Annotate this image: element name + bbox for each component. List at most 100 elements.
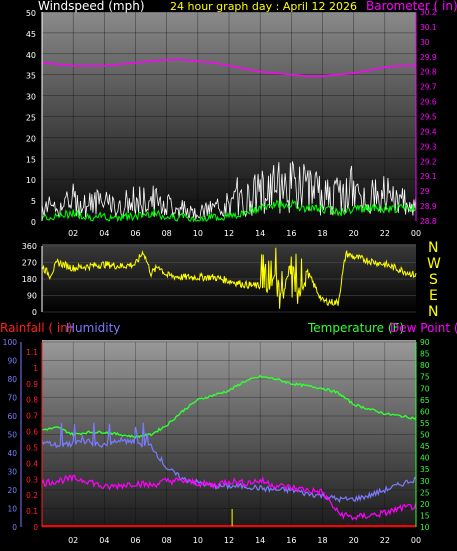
x-tick-label: 10 [193, 229, 203, 238]
left-tick-label: 20 [26, 134, 36, 143]
humidity-tick-label: 10 [7, 505, 17, 514]
temp-tick-label: 50 [420, 431, 430, 440]
temp-tick-label: 10 [420, 523, 430, 532]
right-tick-label: 30.2 [420, 8, 437, 17]
compass-w: W [427, 256, 441, 272]
p3-x-tick-label: 02 [68, 536, 78, 545]
panel2-plot-area [42, 244, 416, 313]
rain-tick-label: 0.7 [26, 412, 38, 421]
temp-tick-label: 45 [420, 442, 430, 451]
rain-tick-label: 0.2 [26, 491, 38, 500]
dew-point-line [41, 474, 417, 521]
humidity-tick-label: 50 [7, 431, 17, 440]
wind-direction-line [41, 247, 417, 309]
p3-x-tick-label: 04 [99, 536, 109, 545]
temp-tick-label: 65 [420, 396, 430, 405]
temp-tick-label: 90 [420, 338, 430, 347]
right-tick-label: 29.7 [420, 83, 437, 92]
windspeed-label: Windspeed (mph) [38, 0, 145, 13]
rain-tick-label: 0.3 [26, 475, 38, 484]
compass-n-top: N [428, 240, 438, 256]
right-tick-label: 30.1 [420, 23, 437, 32]
humidity-tick-label: 90 [7, 357, 17, 366]
right-tick-label: 29.3 [420, 142, 437, 151]
x-tick-label: 20 [349, 229, 359, 238]
p3-x-tick-label: 20 [349, 536, 359, 545]
right-tick-label: 29 [420, 187, 430, 196]
humidity-tick-label: 0 [12, 523, 17, 532]
barometer-label: Barometer ( in) [366, 0, 457, 13]
x-tick-label: 22 [380, 229, 390, 238]
dir-tick-label: 360 [22, 242, 37, 251]
humidity-tick-label: 100 [3, 338, 18, 347]
temp-tick-label: 55 [420, 419, 430, 428]
left-tick-label: 50 [26, 9, 36, 18]
dir-tick-label: 180 [22, 275, 37, 284]
left-tick-label: 10 [26, 176, 36, 185]
rain-tick-label: 0.4 [26, 459, 38, 468]
panel2-chart: 0 90 180 270 360 [22, 242, 417, 317]
x-tick-label: 00 [411, 229, 421, 238]
compass-e: E [429, 288, 438, 304]
left-tick-label: 25 [26, 114, 36, 123]
left-tick-label: 35 [26, 72, 36, 81]
humidity-tick-label: 40 [7, 449, 17, 458]
temp-tick-label: 75 [420, 373, 430, 382]
rain-tick-label: 1 [33, 364, 38, 373]
rain-tick-label: 0.5 [26, 443, 38, 452]
x-tick-label: 04 [99, 229, 109, 238]
p3-x-tick-label: 06 [130, 536, 140, 545]
right-tick-label: 29.5 [420, 113, 437, 122]
temperature-label: Temperature (F) [307, 321, 404, 335]
rain-tick-label: 1.1 [26, 348, 38, 357]
left-tick-label: 15 [26, 155, 36, 164]
dir-tick-label: 0 [32, 308, 37, 317]
x-tick-label: 16 [286, 229, 296, 238]
p3-x-tick-label: 22 [380, 536, 390, 545]
right-tick-label: 29.6 [420, 98, 437, 107]
dew-point-label: Dew Point (F) [390, 321, 457, 335]
right-tick-label: 28.9 [420, 202, 437, 211]
left-tick-label: 5 [31, 197, 36, 206]
panel1-chart: 0 5 10 15 20 25 30 35 40 45 50 28.8 28.9 29 29.1 29.2 29… [26, 8, 437, 238]
right-tick-label: 30 [420, 38, 430, 47]
compass-s: S [429, 272, 438, 288]
rainfall-label: Rainfall ( in) [0, 321, 73, 335]
dir-tick-label: 270 [22, 259, 37, 268]
p3-x-tick-label: 14 [255, 536, 265, 545]
right-tick-label: 29.1 [420, 172, 437, 181]
temp-tick-label: 60 [420, 407, 430, 416]
temp-tick-label: 20 [420, 500, 430, 509]
right-tick-label: 29.9 [420, 53, 437, 62]
temp-tick-label: 40 [420, 454, 430, 463]
left-tick-label: 30 [26, 93, 36, 102]
p3-x-tick-label: 12 [224, 536, 234, 545]
compass-n-bottom: N [428, 304, 438, 320]
humidity-label: Humidity [66, 321, 120, 335]
temp-tick-label: 25 [420, 488, 430, 497]
temp-tick-label: 85 [420, 350, 430, 359]
humidity-tick-label: 60 [7, 412, 17, 421]
rain-tick-label: 0.8 [26, 396, 38, 405]
wind-avg-line [41, 198, 417, 223]
humidity-tick-label: 70 [7, 394, 17, 403]
right-tick-label: 29.8 [420, 68, 437, 77]
p3-x-tick-label: 16 [286, 536, 296, 545]
x-tick-label: 02 [68, 229, 78, 238]
temp-tick-label: 35 [420, 465, 430, 474]
x-tick-label: 14 [255, 229, 265, 238]
x-tick-label: 12 [224, 229, 234, 238]
right-tick-label: 29.4 [420, 127, 437, 136]
right-tick-label: 29.2 [420, 157, 437, 166]
temperature-line [41, 374, 417, 439]
humidity-tick-label: 30 [7, 468, 17, 477]
left-tick-label: 0 [31, 218, 36, 227]
p3-x-tick-label: 18 [317, 536, 327, 545]
barometer-line [41, 59, 416, 77]
p3-x-tick-label: 10 [193, 536, 203, 545]
humidity-tick-label: 20 [7, 486, 17, 495]
rain-tick-label: 0.1 [26, 507, 38, 516]
temp-tick-label: 70 [420, 384, 430, 393]
